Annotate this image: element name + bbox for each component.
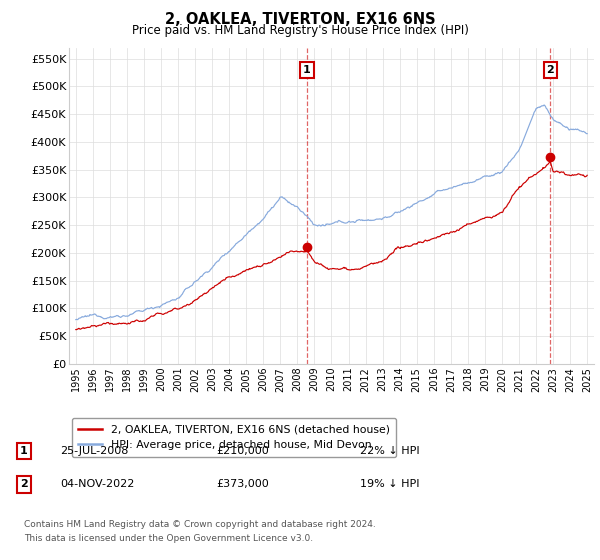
Text: £373,000: £373,000	[216, 479, 269, 489]
Text: £210,000: £210,000	[216, 446, 269, 456]
Text: Price paid vs. HM Land Registry's House Price Index (HPI): Price paid vs. HM Land Registry's House …	[131, 24, 469, 37]
Text: 2, OAKLEA, TIVERTON, EX16 6NS: 2, OAKLEA, TIVERTON, EX16 6NS	[164, 12, 436, 27]
Text: This data is licensed under the Open Government Licence v3.0.: This data is licensed under the Open Gov…	[24, 534, 313, 543]
Legend: 2, OAKLEA, TIVERTON, EX16 6NS (detached house), HPI: Average price, detached hou: 2, OAKLEA, TIVERTON, EX16 6NS (detached …	[72, 418, 396, 456]
Text: 1: 1	[303, 65, 311, 74]
Text: Contains HM Land Registry data © Crown copyright and database right 2024.: Contains HM Land Registry data © Crown c…	[24, 520, 376, 529]
Text: 25-JUL-2008: 25-JUL-2008	[60, 446, 128, 456]
Text: 1: 1	[20, 446, 28, 456]
Text: 2: 2	[20, 479, 28, 489]
Text: 19% ↓ HPI: 19% ↓ HPI	[360, 479, 419, 489]
Text: 04-NOV-2022: 04-NOV-2022	[60, 479, 134, 489]
Text: 22% ↓ HPI: 22% ↓ HPI	[360, 446, 419, 456]
Text: 2: 2	[547, 65, 554, 74]
